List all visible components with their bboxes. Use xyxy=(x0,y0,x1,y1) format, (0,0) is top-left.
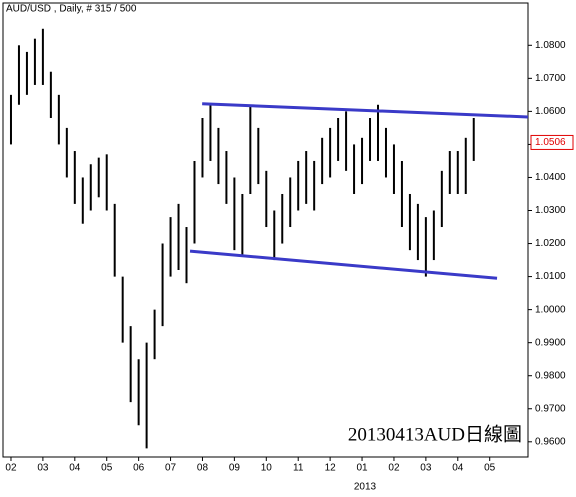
x-tick-label: 07 xyxy=(165,463,177,474)
x-tick-label: 06 xyxy=(133,463,145,474)
x-tick-label: 01 xyxy=(356,463,368,474)
y-tick-label: 1.0300 xyxy=(535,205,566,216)
x-tick-label: 05 xyxy=(484,463,496,474)
y-tick-label: 0.9700 xyxy=(535,403,566,414)
y-tick-label: 1.0700 xyxy=(535,73,566,84)
y-tick-label: 0.9900 xyxy=(535,337,566,348)
x-tick-label: 09 xyxy=(229,463,241,474)
x-tick-label: 05 xyxy=(101,463,113,474)
x-tick-label: 10 xyxy=(261,463,273,474)
y-tick-label: 1.0600 xyxy=(535,106,566,117)
last-price-box xyxy=(530,134,574,150)
x-tick-label: 02 xyxy=(388,463,400,474)
x-tick-label: 03 xyxy=(37,463,49,474)
x-tick-label: 02 xyxy=(5,463,17,474)
plot-frame xyxy=(2,2,529,458)
y-tick-label: 0.9800 xyxy=(535,370,566,381)
year-label: 2013 xyxy=(354,482,377,493)
watermark: 20130413AUD日線圖 xyxy=(348,423,522,445)
chart-title: AUD/USD , Daily, # 315 / 500 xyxy=(6,4,137,15)
trendline xyxy=(189,249,498,280)
trendline xyxy=(202,102,529,119)
x-tick-label: 12 xyxy=(325,463,337,474)
y-tick-label: 0.9600 xyxy=(535,436,566,447)
y-tick-label: 1.0400 xyxy=(535,172,566,183)
y-tick-label: 1.0200 xyxy=(535,238,566,249)
x-tick-label: 04 xyxy=(452,463,464,474)
y-tick-label: 1.0000 xyxy=(535,304,566,315)
x-tick-label: 03 xyxy=(420,463,432,474)
y-tick-label: 1.0800 xyxy=(535,40,566,51)
x-tick-label: 04 xyxy=(69,463,81,474)
y-tick-label: 1.0100 xyxy=(535,271,566,282)
x-tick-label: 11 xyxy=(293,463,304,474)
x-tick-label: 08 xyxy=(197,463,209,474)
last-price-label: 1.0506 xyxy=(535,137,566,148)
